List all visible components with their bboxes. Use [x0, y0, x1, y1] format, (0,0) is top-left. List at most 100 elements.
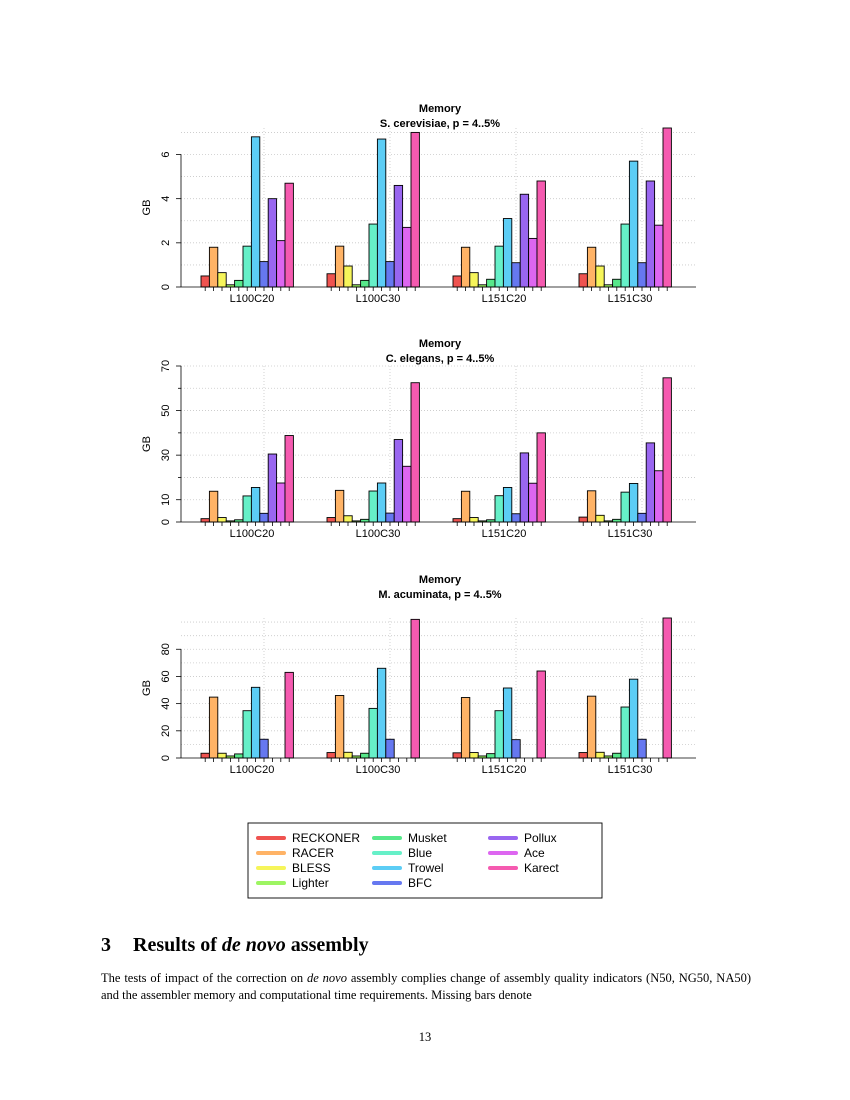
legend-label-trowel: Trowel	[408, 861, 444, 875]
bar-racer-l100c30	[334, 245, 345, 288]
bar-karect-l151c30	[662, 377, 672, 523]
bar-pollux-l151c30	[645, 180, 656, 288]
paragraph-part2: assembly complies change of assembly qua…	[101, 971, 752, 1002]
bar-pollux-l100c20	[267, 198, 278, 288]
y-axis-label: GB	[141, 680, 153, 696]
y-tick-label: 10	[160, 494, 172, 506]
gridlines	[181, 618, 696, 758]
bar-reckoner-l100c20	[200, 275, 210, 288]
bar-ace-l151c20	[528, 237, 538, 288]
bar-bfc-l151c20	[511, 262, 521, 288]
bar-racer-l151c20	[460, 697, 471, 759]
bar-karect-l100c30	[410, 618, 420, 759]
paragraph-part1: The tests of impact of the correction on	[101, 971, 304, 985]
bar-trowel-l151c30	[628, 483, 639, 523]
bar-bless-l151c20	[469, 752, 479, 759]
gridlines	[181, 365, 696, 522]
bar-bless-l100c30	[343, 265, 353, 288]
bar-karect-l100c30	[410, 382, 420, 523]
bar-trowel-l100c20	[250, 136, 261, 288]
bar-blue-l151c30	[620, 223, 630, 288]
body-paragraph: The tests of impact of the correction on…	[101, 970, 751, 1004]
x-tick-label: L151C20	[482, 528, 527, 540]
bar-trowel-l151c20	[502, 218, 513, 288]
bar-karect-l100c20	[284, 671, 294, 759]
bar-ace-l151c30	[654, 470, 664, 523]
bar-bless-l100c20	[217, 517, 227, 523]
section-title-em: de novo	[221, 934, 286, 956]
x-ticks	[204, 287, 668, 291]
bar-trowel-l100c20	[250, 686, 261, 759]
y-tick-label: 30	[160, 449, 172, 461]
bar-karect-l100c20	[284, 182, 294, 288]
bar-blue-l100c20	[242, 495, 252, 523]
y-tick-label: 50	[160, 404, 172, 416]
bar-musket-l151c20	[486, 278, 496, 288]
y-tick-label: 4	[160, 196, 172, 202]
bar-racer-l100c20	[208, 490, 219, 523]
y-tick-label: 60	[160, 670, 172, 682]
bar-trowel-l151c30	[628, 160, 639, 288]
bar-reckoner-l100c30	[326, 273, 336, 288]
x-tick-label: L100C30	[356, 528, 401, 540]
section-title-post: assembly	[290, 934, 369, 956]
bar-bless-l151c30	[595, 751, 605, 759]
bar-trowel-l151c20	[502, 687, 513, 759]
bar-bless-l151c20	[469, 517, 479, 523]
chart-subtitle: M. acuminata, p = 4..5%	[378, 589, 501, 601]
bar-racer-l100c30	[334, 489, 345, 523]
legend-label-reckoner: RECKONER	[292, 831, 360, 845]
x-tick-label: L151C20	[482, 293, 527, 305]
legend-label-racer: RACER	[292, 846, 334, 860]
bar-karect-l151c20	[536, 180, 546, 288]
bar-blue-l151c20	[494, 710, 504, 759]
bar-bfc-l100c30	[385, 261, 395, 288]
bar-reckoner-l151c20	[452, 752, 462, 759]
bar-trowel-l100c20	[250, 487, 261, 523]
bar-pollux-l151c30	[645, 442, 656, 523]
x-ticks	[204, 522, 668, 526]
gridlines	[181, 128, 696, 287]
bar-karect-l151c30	[662, 617, 672, 759]
legend-label-pollux: Pollux	[524, 831, 557, 845]
x-tick-label: L151C30	[608, 764, 653, 776]
bar-ace-l100c20	[276, 482, 286, 523]
bar-bfc-l151c30	[637, 262, 647, 288]
bar-ace-l100c30	[402, 465, 412, 523]
y-tick-label: 0	[160, 755, 172, 761]
bar-pollux-l100c30	[393, 184, 404, 288]
bar-bless-l151c20	[469, 272, 479, 288]
bar-musket-l151c30	[612, 278, 622, 288]
bar-racer-l151c30	[586, 490, 597, 523]
bar-musket-l100c30	[360, 279, 370, 288]
bar-karect-l151c30	[662, 127, 672, 288]
chart-panel-2: Memory C. elegans, p = 4..5% L100C20 L100C3…	[141, 338, 696, 540]
section-title-pre: Results of	[133, 934, 217, 956]
y-tick-label: 0	[160, 519, 172, 525]
bar-blue-l151c30	[620, 491, 630, 523]
paragraph-em: de novo	[307, 971, 347, 985]
x-tick-label: L151C30	[608, 528, 653, 540]
x-tick-label: L151C20	[482, 764, 527, 776]
bar-blue-l100c30	[368, 223, 378, 288]
y-tick-label: 40	[160, 698, 172, 710]
legend-label-musket: Musket	[408, 831, 447, 845]
x-tick-label: L151C30	[608, 293, 653, 305]
y-tick-label: 6	[160, 151, 172, 157]
legend-label-blue: Blue	[408, 846, 432, 860]
section-heading: 3 Results of de novo assembly	[101, 934, 369, 957]
legend-label-bless: BLESS	[292, 861, 331, 875]
bar-racer-l151c30	[586, 246, 597, 288]
bars	[200, 127, 672, 288]
section-number: 3	[101, 934, 111, 956]
bar-bfc-l100c30	[385, 738, 395, 759]
page-number: 13	[418, 1030, 432, 1044]
bar-musket-l100c30	[360, 752, 370, 759]
bar-blue-l100c20	[242, 710, 252, 759]
bar-musket-l100c30	[360, 518, 370, 523]
bar-bfc-l151c20	[511, 513, 521, 523]
figure-memory-charts: Memory S. cerevisiae, p = 4..5% L100C20 L10…	[141, 103, 696, 899]
y-tick-label: 70	[160, 360, 172, 372]
bar-reckoner-l100c20	[200, 518, 210, 523]
